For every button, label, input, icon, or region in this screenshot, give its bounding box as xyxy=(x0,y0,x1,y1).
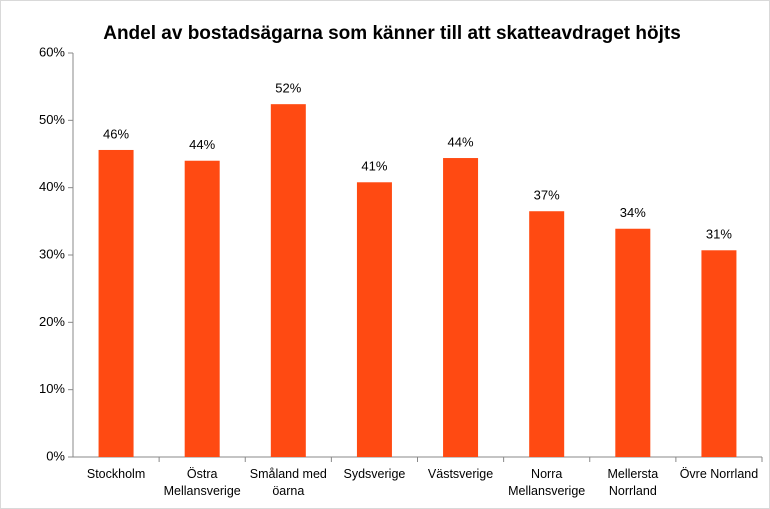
bar xyxy=(98,149,134,457)
y-tick-label: 60% xyxy=(39,44,65,59)
x-tick-label: Västsverige xyxy=(427,467,494,481)
bar xyxy=(615,228,651,457)
x-tick-label: Småland med öarna xyxy=(249,467,327,498)
x-tick-label: Övre Norrland xyxy=(679,467,759,481)
bar xyxy=(356,182,392,457)
value-label: 44% xyxy=(448,134,474,149)
x-tick-label: Östra Mellansverige xyxy=(163,467,241,498)
y-tick-label: 10% xyxy=(39,381,65,396)
bar xyxy=(701,250,737,457)
y-tick-label: 40% xyxy=(39,179,65,194)
bar xyxy=(270,104,306,457)
y-tick-label: 50% xyxy=(39,112,65,127)
x-tick-label: Stockholm xyxy=(86,467,146,481)
chart-title: Andel av bostadsägarna som känner till a… xyxy=(103,23,681,44)
x-tick-label: Sydsverige xyxy=(343,467,406,481)
bar xyxy=(529,211,565,457)
x-tick-label: Mellersta Norrland xyxy=(607,467,659,498)
bar xyxy=(184,160,220,457)
value-label: 52% xyxy=(275,81,301,96)
y-tick-label: 0% xyxy=(46,448,65,463)
value-label: 37% xyxy=(534,188,560,203)
value-label: 31% xyxy=(706,227,732,242)
value-label: 41% xyxy=(361,159,387,174)
y-tick-label: 30% xyxy=(39,246,65,261)
value-label: 34% xyxy=(620,205,646,220)
value-label: 46% xyxy=(103,126,129,141)
value-label: 44% xyxy=(189,137,215,152)
y-tick-label: 20% xyxy=(39,314,65,329)
bar xyxy=(443,158,479,458)
x-tick-label: Norra Mellansverige xyxy=(508,467,586,498)
